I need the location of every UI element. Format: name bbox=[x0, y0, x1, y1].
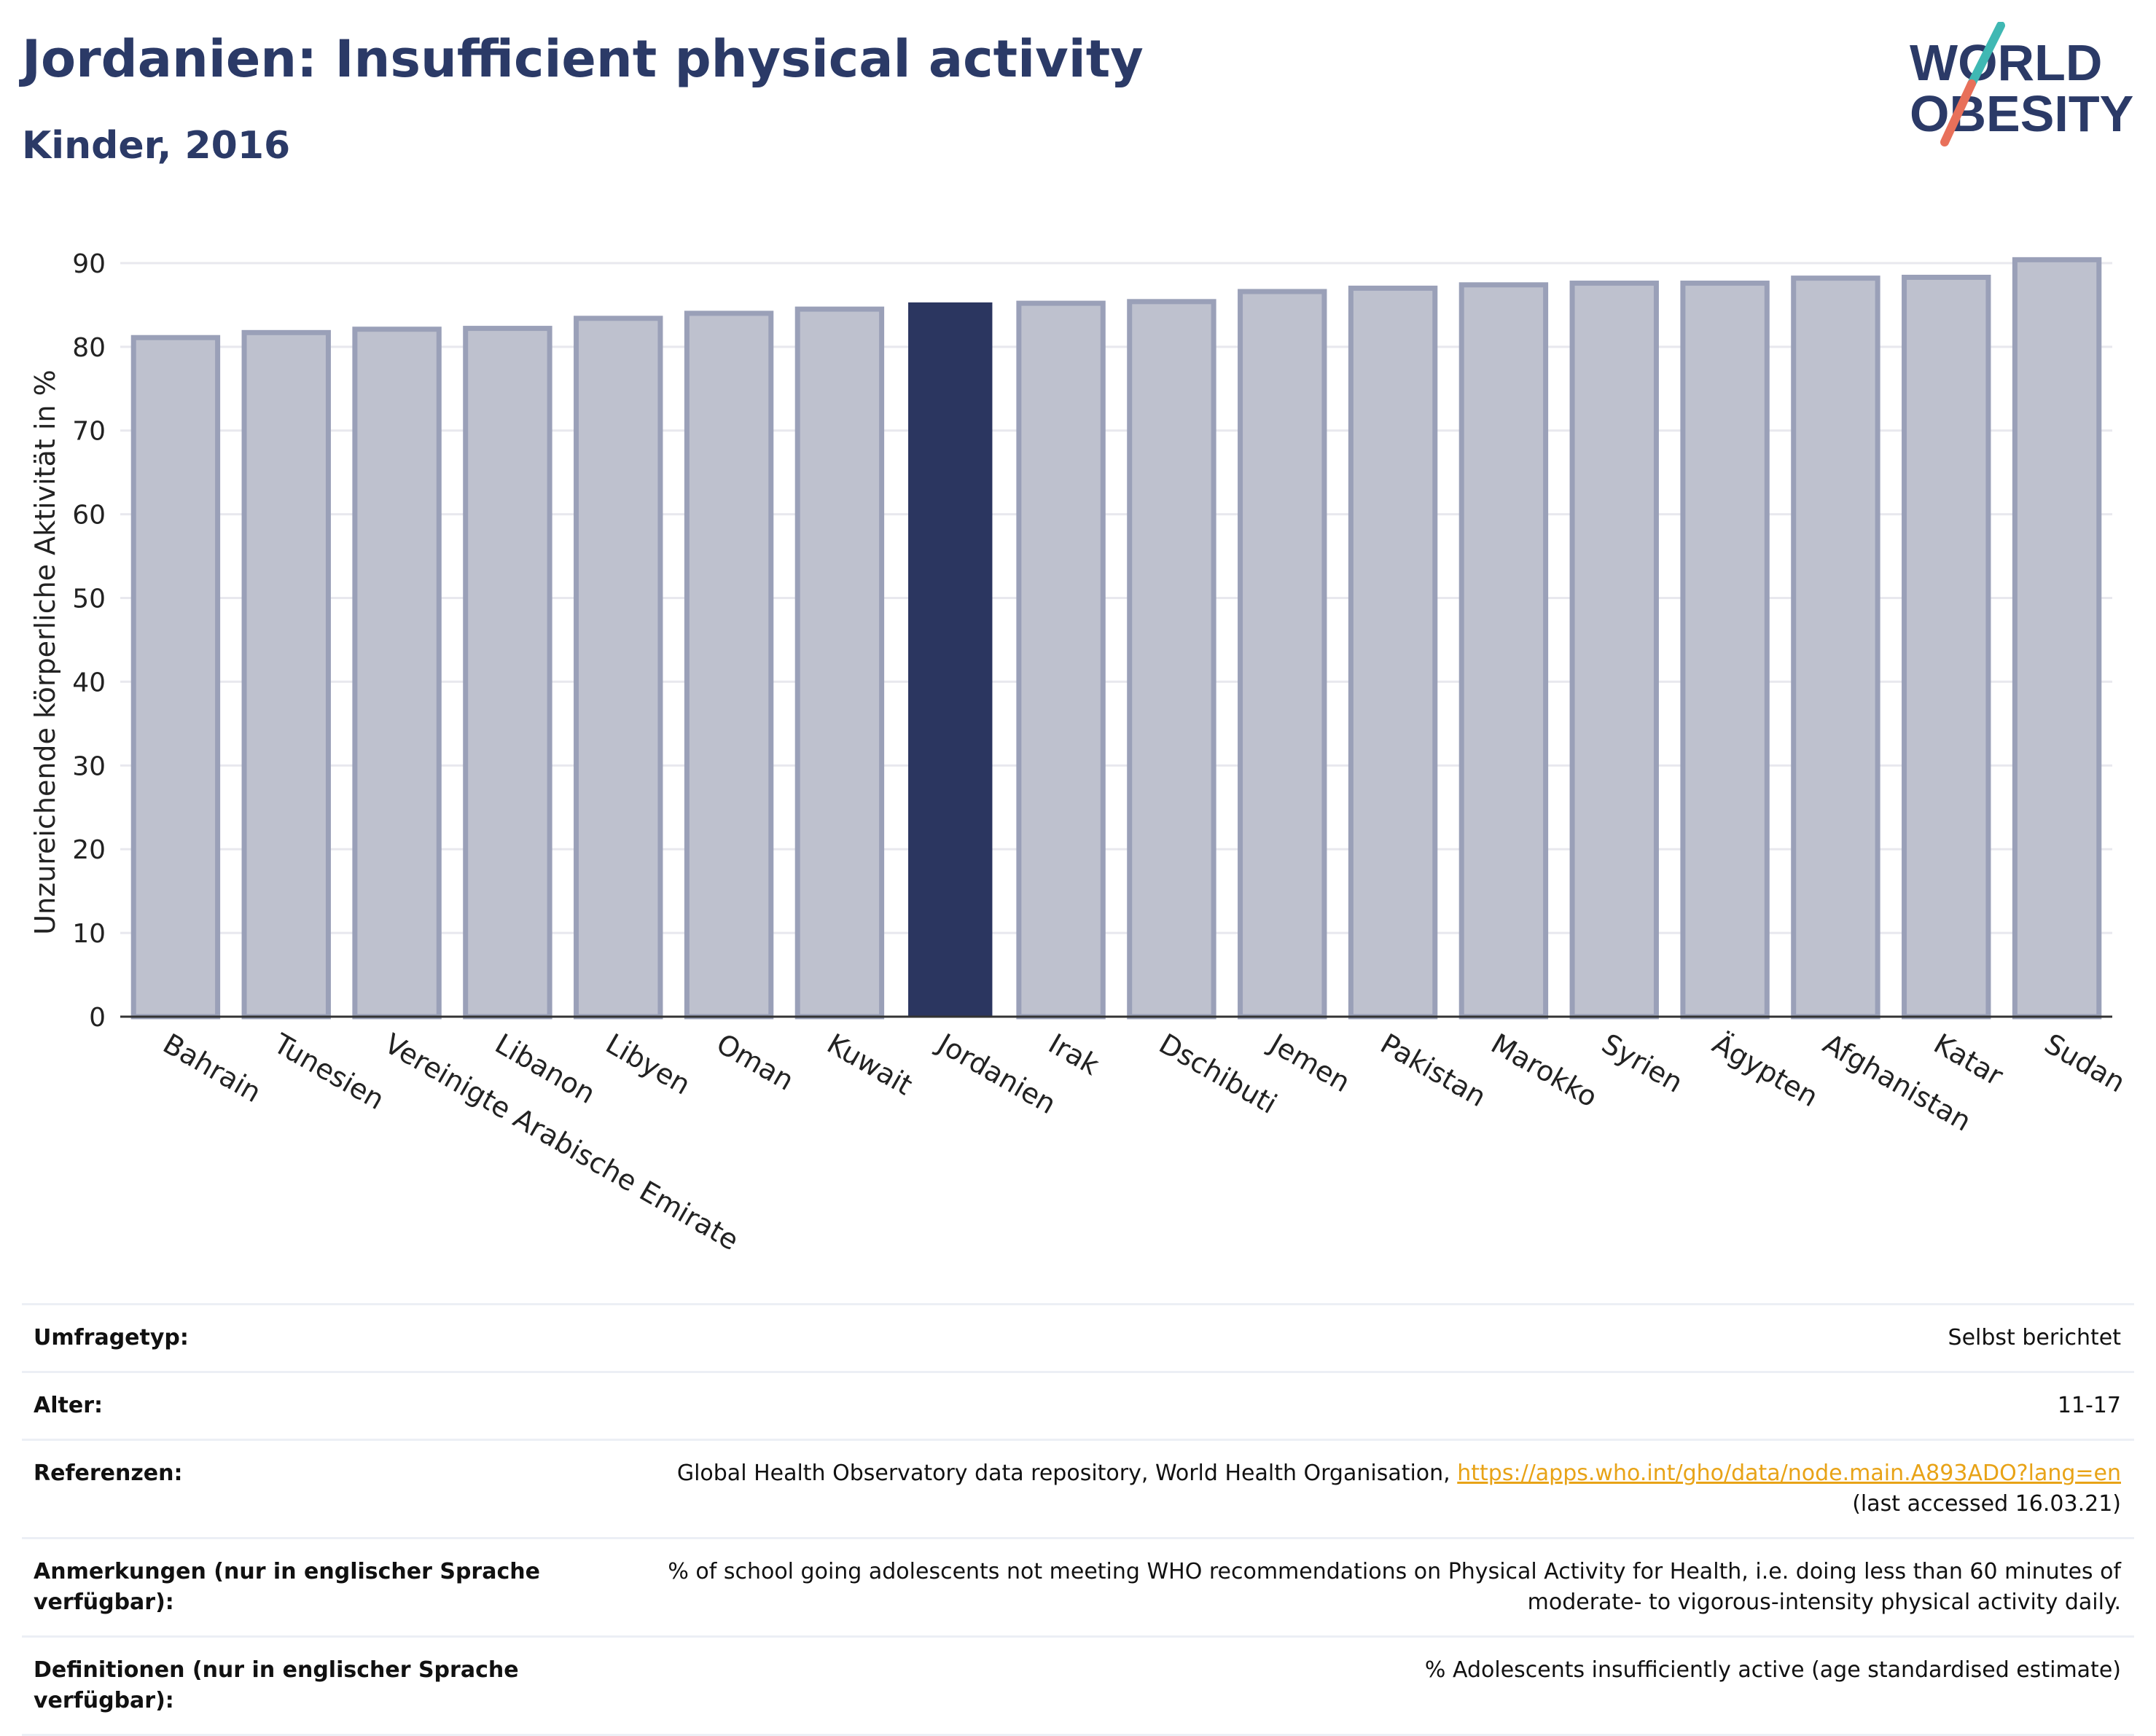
logo-slash-bottom bbox=[1940, 79, 1976, 146]
x-tick-label: Katar bbox=[1929, 1028, 2009, 1092]
y-tick-label: 30 bbox=[72, 751, 106, 781]
meta-label: Anmerkungen (nur in englischer Sprache v… bbox=[34, 1559, 540, 1615]
meta-row-survey-type: Umfragetyp: Selbst berichtet bbox=[22, 1305, 2134, 1373]
x-tick-label: Kuwait bbox=[821, 1028, 918, 1102]
x-tick-label: Tunesien bbox=[267, 1027, 389, 1116]
x-tick-label: Dschibuti bbox=[1154, 1028, 1282, 1120]
y-axis-ticks: 0 10 20 30 40 50 60 70 80 90 bbox=[72, 249, 106, 1033]
x-tick-label: Libyen bbox=[601, 1028, 696, 1101]
y-tick-label: 60 bbox=[72, 501, 106, 531]
y-tick-label: 50 bbox=[72, 584, 106, 614]
bar-jemen[interactable] bbox=[1238, 289, 1327, 1020]
logo-line2: OBESITY bbox=[1910, 85, 2133, 142]
meta-value: % of school going adolescents not meetin… bbox=[668, 1559, 2121, 1615]
meta-row-notes: Anmerkungen (nur in englischer Sprache v… bbox=[22, 1539, 2134, 1638]
bar-katar[interactable] bbox=[1902, 274, 1991, 1020]
meta-value-references: Global Health Observatory data repositor… bbox=[573, 1458, 2121, 1520]
reference-accessed: (last accessed 16.03.21) bbox=[1852, 1491, 2121, 1517]
y-tick-label: 40 bbox=[72, 668, 106, 697]
bar-afghanistan[interactable] bbox=[1791, 275, 1880, 1020]
bar-libanon[interactable] bbox=[463, 326, 552, 1020]
bar-bahrain[interactable] bbox=[130, 335, 221, 1020]
logo-slash-top bbox=[1967, 22, 2005, 88]
y-tick-label: 0 bbox=[89, 1003, 106, 1033]
y-tick-label: 10 bbox=[72, 919, 106, 949]
x-tick-label: Syrien bbox=[1596, 1028, 1688, 1099]
bar-kuwait[interactable] bbox=[794, 306, 885, 1020]
bar-syrien[interactable] bbox=[1569, 281, 1659, 1020]
bars bbox=[130, 257, 2102, 1020]
bar-libyen[interactable] bbox=[574, 316, 663, 1020]
reference-text: Global Health Observatory data repositor… bbox=[676, 1461, 1450, 1486]
bar-sudan[interactable] bbox=[2012, 257, 2102, 1020]
x-tick-label: Jordanien bbox=[931, 1027, 1062, 1121]
y-tick-label: 70 bbox=[72, 417, 106, 447]
page-subtitle: Kinder, 2016 bbox=[22, 124, 291, 168]
meta-label: Umfragetyp: bbox=[34, 1325, 189, 1350]
bar-irak[interactable] bbox=[1016, 300, 1106, 1020]
page-title: Jordanien: Insufficient physical activit… bbox=[22, 29, 1144, 89]
x-tick-label: Jemen bbox=[1263, 1027, 1356, 1099]
world-obesity-logo: WORLD OBESITY bbox=[1910, 22, 2133, 146]
bar-oman[interactable] bbox=[684, 310, 774, 1020]
y-tick-label: 20 bbox=[72, 835, 106, 865]
x-tick-label: Marokko bbox=[1485, 1028, 1603, 1114]
meta-row-references: Referenzen: Global Health Observatory da… bbox=[22, 1441, 2134, 1539]
x-tick-label: Ägypten bbox=[1707, 1028, 1824, 1114]
reference-link[interactable]: https://apps.who.int/gho/data/node.main.… bbox=[1457, 1461, 2121, 1486]
bar-marokko[interactable] bbox=[1458, 282, 1549, 1020]
x-tick-label: Bahrain bbox=[157, 1028, 266, 1109]
meta-row-definitions: Definitionen (nur in englischer Sprache … bbox=[22, 1638, 2134, 1736]
meta-label: Referenzen: bbox=[34, 1461, 183, 1486]
bar-tunesien[interactable] bbox=[241, 329, 331, 1020]
bar-jordanien[interactable] bbox=[908, 302, 993, 1017]
y-tick-label: 80 bbox=[72, 333, 106, 363]
metadata-table: Umfragetyp: Selbst berichtet Alter: 11-1… bbox=[22, 1303, 2134, 1736]
meta-label: Definitionen (nur in englischer Sprache … bbox=[34, 1657, 519, 1713]
gridlines bbox=[120, 262, 2112, 934]
logo-line1: WORLD bbox=[1910, 34, 2102, 91]
y-tick-label: 90 bbox=[72, 249, 106, 279]
x-tick-label: Sudan bbox=[2039, 1028, 2131, 1099]
meta-row-age: Alter: 11-17 bbox=[22, 1373, 2134, 1441]
meta-value: % Adolescents insufficiently active (age… bbox=[1424, 1657, 2121, 1683]
bar-ägypten[interactable] bbox=[1680, 281, 1770, 1020]
x-tick-label: Irak bbox=[1043, 1028, 1104, 1082]
x-tick-label: Pakistan bbox=[1375, 1028, 1492, 1114]
x-tick-label: Oman bbox=[711, 1028, 800, 1097]
bar-pakistan[interactable] bbox=[1348, 285, 1438, 1020]
bar-dschibuti[interactable] bbox=[1127, 299, 1216, 1020]
meta-value: Selbst berichtet bbox=[1948, 1325, 2121, 1350]
bar-vereinigte-arabische-emirate[interactable] bbox=[352, 327, 442, 1020]
meta-label: Alter: bbox=[34, 1393, 103, 1418]
bar-chart: 0 10 20 30 40 50 60 70 80 90 Bahrain TunesienVerei… bbox=[29, 249, 2130, 1254]
y-axis-label: Unzureichende körperliche Aktivität in % bbox=[29, 370, 61, 934]
meta-value: 11-17 bbox=[2057, 1393, 2121, 1418]
